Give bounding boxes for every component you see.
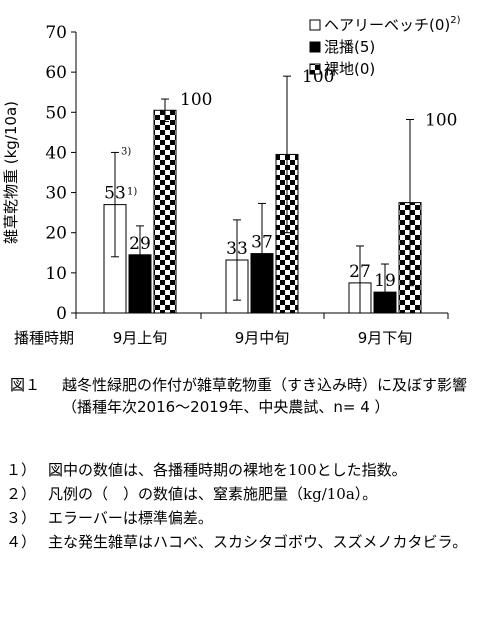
data-label: 100 bbox=[425, 111, 457, 131]
footnote-text: 主な発生雑草はハコベ、スカシタゴボウ、スズメノカタビラ。 bbox=[48, 533, 468, 551]
y-tick-label: 30 bbox=[45, 184, 67, 204]
figure-caption: 図１ 越冬性緑肥の作付が雑草乾物重（すき込み時）に及ぼす影響 （播種年次2016… bbox=[10, 374, 478, 418]
x-tick-label: 9月上旬 bbox=[113, 329, 168, 347]
y-tick-label: 40 bbox=[45, 143, 67, 163]
legend-swatch bbox=[309, 41, 321, 53]
data-label: 100 bbox=[180, 90, 212, 110]
figure-subtitle: （播種年次2016〜2019年、中央農試、n= 4 ） bbox=[62, 398, 390, 416]
y-tick-label: 20 bbox=[45, 224, 67, 244]
bar-chart: 0 10 20 30 40 50 60 70 雑草乾物重 (kg/10a) 播種時期 9月上旬 9月中… bbox=[2, 15, 461, 347]
footnote: １） 図中の数値は、各播種時期の裸地を100とした指数。 bbox=[6, 458, 478, 482]
y-tick-label: 50 bbox=[45, 103, 67, 123]
y-tick-label: 10 bbox=[45, 264, 67, 284]
legend-footnote-mark: 2) bbox=[450, 15, 460, 26]
x-axis-title: 播種時期 bbox=[14, 329, 74, 347]
error-footnote-mark: 3) bbox=[121, 146, 131, 157]
footnote-text: 凡例の（ ）の数値は、窒素施肥量（kg/10a）。 bbox=[48, 485, 378, 503]
label-footnote-mark: 1) bbox=[127, 187, 137, 198]
y-tick-label: 0 bbox=[56, 304, 67, 324]
legend-label: 混播(5) bbox=[324, 38, 375, 56]
axes: 0 10 20 30 40 50 60 70 雑草乾物重 (kg/10a) 播種時期 9月上旬 9月中… bbox=[2, 23, 449, 347]
legend-label: 裸地(0) bbox=[324, 60, 375, 78]
figure-number: 図１ bbox=[10, 376, 41, 394]
y-axis-label: 雑草乾物重 (kg/10a) bbox=[2, 101, 20, 244]
footnote-text: エラーバーは標準偏差。 bbox=[48, 509, 213, 527]
x-tick-label: 9月下旬 bbox=[358, 329, 413, 347]
footnotes: １） 図中の数値は、各播種時期の裸地を100とした指数。 ２） 凡例の（ ）の数… bbox=[6, 458, 478, 554]
legend: ヘアリーベッチ(0)2) 混播(5) 裸地(0) bbox=[309, 15, 461, 78]
legend-swatch bbox=[309, 63, 321, 75]
legend-label: ヘアリーベッチ(0)2) bbox=[324, 15, 461, 34]
figure-title: 越冬性緑肥の作付が雑草乾物重（すき込み時）に及ぼす影響 bbox=[62, 376, 468, 394]
data-label: 33 bbox=[226, 239, 248, 259]
footnote-text: 図中の数値は、各播種時期の裸地を100とした指数。 bbox=[48, 461, 407, 479]
footnote-mark: ４） bbox=[6, 533, 37, 551]
y-tick-label: 60 bbox=[45, 63, 67, 83]
data-label: 37 bbox=[251, 233, 273, 253]
data-label: 27 bbox=[349, 262, 371, 282]
x-tick-label: 9月中旬 bbox=[235, 329, 290, 347]
footnote: ２） 凡例の（ ）の数値は、窒素施肥量（kg/10a）。 bbox=[6, 482, 478, 506]
footnote-mark: １） bbox=[6, 461, 37, 479]
footnote: ３） エラーバーは標準偏差。 bbox=[6, 506, 478, 530]
footnote: ４） 主な発生雑草はハコベ、スカシタゴボウ、スズメノカタビラ。 bbox=[6, 530, 478, 554]
y-tick-label: 70 bbox=[45, 23, 67, 43]
data-label: 53 bbox=[104, 184, 126, 204]
data-label: 19 bbox=[374, 271, 396, 291]
bar bbox=[153, 109, 177, 314]
footnote-mark: ３） bbox=[6, 509, 37, 527]
footnote-mark: ２） bbox=[6, 485, 37, 503]
legend-swatch bbox=[309, 19, 321, 31]
data-label: 29 bbox=[129, 234, 151, 254]
